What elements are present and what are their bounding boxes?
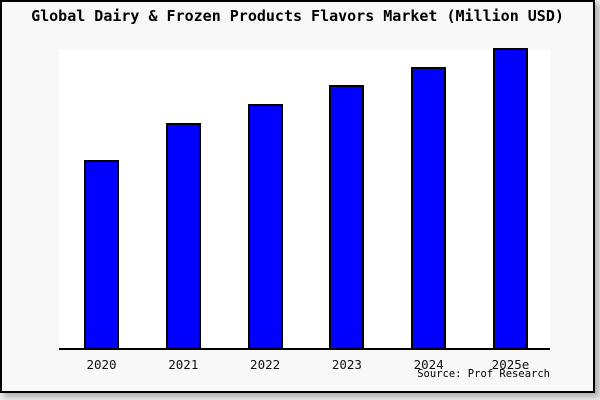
x-tick-label-2023: 2023 [331,357,362,372]
bar-2024 [411,67,447,348]
bar-2025e [493,48,528,348]
x-tick-label-2022: 2022 [250,357,281,372]
x-tick-label-2025e: 2025e [491,357,530,372]
bar-2022 [247,104,283,348]
bar-2023 [329,85,365,348]
plot-area [59,48,550,350]
bar-2021 [165,123,201,348]
bar-2020 [84,160,119,348]
chart-figure: Global Dairy & Frozen Products Flavors M… [0,0,595,393]
x-tick-label-2021: 2021 [168,357,199,372]
source-credit: Source: Prof Research [417,368,550,380]
x-tick-label-2024: 2024 [413,357,444,372]
chart-title: Global Dairy & Frozen Products Flavors M… [31,7,564,25]
x-tick-label-2020: 2020 [86,357,117,372]
